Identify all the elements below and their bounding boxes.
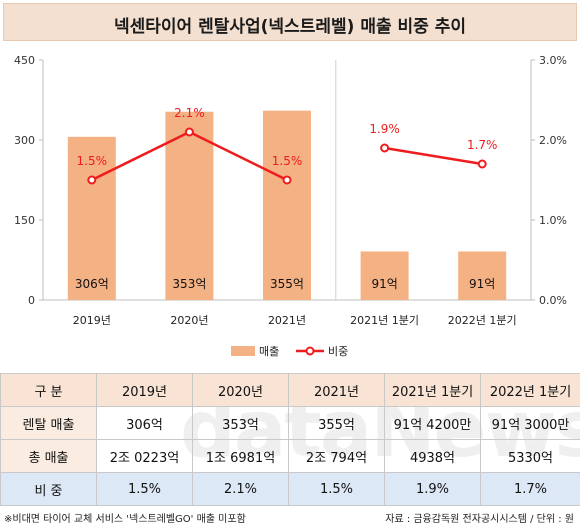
- table-header-cell: 2019년: [96, 373, 193, 407]
- table-header-row: 구 분 2019년 2020년 2021년 2021년 1분기 2022년 1분…: [0, 373, 580, 407]
- bar-series: [67, 110, 507, 301]
- y-left-tick-label: 300: [14, 134, 35, 147]
- line-value-label: 1.5%: [77, 154, 108, 168]
- data-labels: 306억 353억 355억 91억 91억 1.5% 2.1% 1.5% 1.9% 1.7%: [75, 106, 498, 291]
- line-point: [87, 175, 97, 185]
- x-tick-label: 2022년 1분기: [448, 314, 517, 327]
- y-right-tick-label: 2.0%: [539, 134, 567, 147]
- bar-value-label: 91억: [371, 277, 397, 291]
- table-row: 비 중 1.5% 2.1% 1.5% 1.9% 1.7%: [0, 472, 580, 506]
- combo-chart: 0 150 300 450 0.0% 1.0% 2.0% 3.0% 2019년 2020년 2021…: [14, 54, 567, 358]
- table-row: 렌탈 매출 306억 353억 355억 91억 4200만 91억 3000만: [0, 406, 580, 440]
- bar: [165, 111, 214, 300]
- table-cell: 1.5%: [96, 472, 193, 506]
- table-cell: 1.7%: [480, 472, 580, 506]
- table-cell: 2.1%: [192, 472, 289, 506]
- table-row-label: 렌탈 매출: [0, 406, 97, 440]
- table-cell: 4938억: [384, 439, 481, 473]
- data-table: 구 분 2019년 2020년 2021년 2021년 1분기 2022년 1분…: [0, 373, 580, 506]
- table-cell: 91억 3000만: [480, 406, 580, 440]
- table-cell: 306억: [96, 406, 193, 440]
- y-right-tick-label: 0.0%: [539, 294, 567, 307]
- footnote: ※비대면 타이어 교체 서비스 '넥스트레벨GO' 매출 미포함: [4, 514, 246, 525]
- x-tick-label: 2020년: [170, 314, 208, 327]
- legend: 매출 비중: [231, 345, 348, 358]
- line-value-label: 1.9%: [369, 122, 400, 136]
- table-header-cell: 2021년 1분기: [384, 373, 481, 407]
- bar: [360, 251, 409, 300]
- line-segment: [384, 146, 483, 166]
- line-value-label: 2.1%: [174, 106, 205, 120]
- table-cell: 1조 6981억: [192, 439, 289, 473]
- table-cell: 353억: [192, 406, 289, 440]
- bar: [67, 136, 116, 300]
- table-cell: 5330억: [480, 439, 580, 473]
- x-tick-label: 2021년: [268, 314, 306, 327]
- table-row: 총 매출 2조 0223억 1조 6981억 2조 794억 4938억 533…: [0, 439, 580, 473]
- y-left-tick-label: 150: [14, 214, 35, 227]
- legend-label-bar: 매출: [259, 345, 279, 358]
- y-right-tick-label: 1.0%: [539, 214, 567, 227]
- y-right-tick-label: 3.0%: [539, 54, 567, 67]
- table-cell: 1.9%: [384, 472, 481, 506]
- table-cell: 355억: [288, 406, 385, 440]
- table-cell: 1.5%: [288, 472, 385, 506]
- table-cell: 2조 794억: [288, 439, 385, 473]
- line-value-label: 1.5%: [272, 154, 303, 168]
- table-header-cell: 2020년: [192, 373, 289, 407]
- table-header-cell: 2021년: [288, 373, 385, 407]
- source-note: 자료 : 금융감독원 전자공시시스템 / 단위 : 원: [385, 514, 574, 525]
- table-row-label: 비 중: [0, 472, 97, 506]
- table-cell: 91억 4200만: [384, 406, 481, 440]
- bar-value-label: 306억: [75, 277, 109, 291]
- bar: [263, 110, 311, 301]
- y-left-tick-label: 450: [14, 54, 35, 67]
- bar-value-label: 355억: [270, 277, 304, 291]
- line-series: [87, 127, 487, 185]
- y-left-tick-label: 0: [28, 294, 35, 307]
- x-tick-label: 2021년 1분기: [350, 314, 419, 327]
- bar: [458, 251, 507, 300]
- line-point: [184, 127, 194, 137]
- chart-title: 넥센타이어 렌탈사업(넥스트레벨) 매출 비중 추이: [113, 17, 466, 37]
- chart-title-bar: 넥센타이어 렌탈사업(넥스트레벨) 매출 비중 추이: [3, 3, 577, 41]
- table-cell: 2조 0223억: [96, 439, 193, 473]
- line-value-label: 1.7%: [467, 138, 498, 152]
- bar-value-label: 353억: [172, 277, 206, 291]
- table-header-cell: 2022년 1분기: [480, 373, 580, 407]
- table-row-label: 총 매출: [0, 439, 97, 473]
- line-point: [380, 143, 390, 153]
- axes: 0 150 300 450 0.0% 1.0% 2.0% 3.0% 2019년 2020년 2021…: [14, 54, 567, 327]
- table-header-cell: 구 분: [0, 373, 97, 407]
- line-point: [282, 175, 292, 185]
- x-tick-label: 2019년: [73, 314, 111, 327]
- legend-swatch-bar: [231, 346, 255, 356]
- legend-label-line: 비중: [328, 345, 348, 358]
- bar-value-label: 91억: [469, 277, 495, 291]
- legend-swatch-marker: [305, 346, 315, 356]
- line-point: [477, 159, 487, 169]
